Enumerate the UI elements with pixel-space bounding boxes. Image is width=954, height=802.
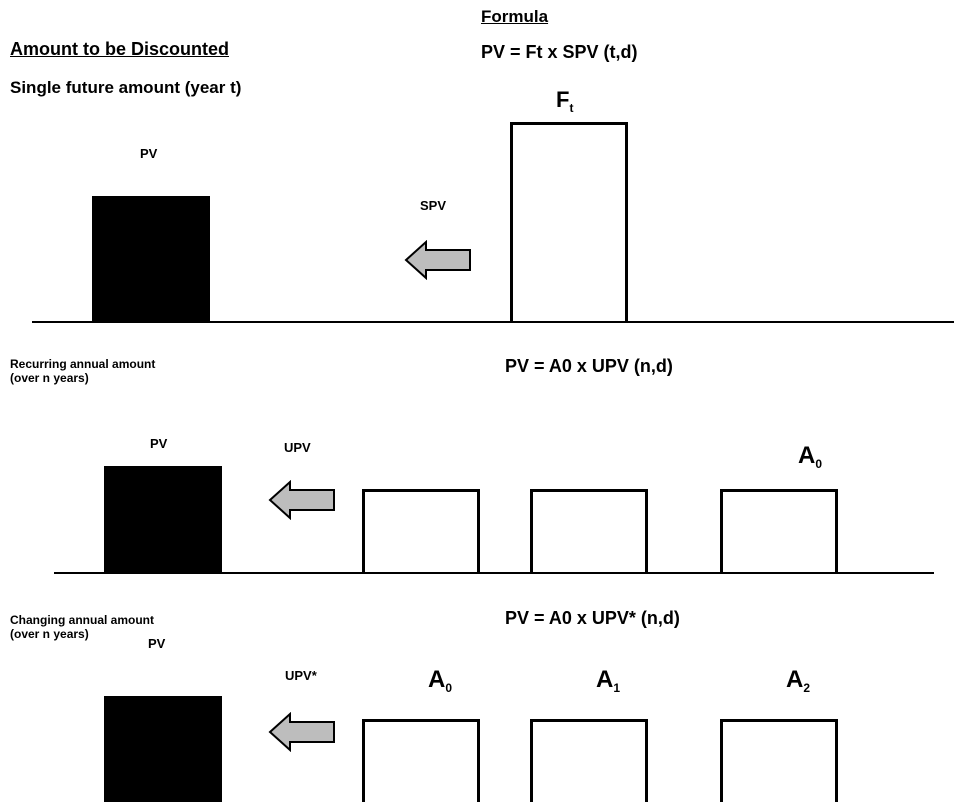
row2-label: Recurring annual amount (over n years) [10,357,155,385]
row2-left-arrow-icon [268,480,335,520]
row2-annual-box-1 [362,489,480,573]
row1-box-label-main: F [556,87,570,112]
row1-pv-label: PV [140,146,158,161]
row3-label-line2: (over n years) [10,627,89,641]
row1-factor-label: SPV [420,198,447,213]
row1-formula: PV = Ft x SPV (t,d) [481,42,638,62]
row3-annual-box-2 [530,719,648,802]
row3-box-label-3: A2 [786,666,810,695]
row3-pv-label: PV [148,636,166,651]
row3-box-label-1: A0 [428,666,452,695]
row3-box-label-2-sub: 1 [613,681,621,695]
row3-box-label-2: A1 [596,666,620,695]
row3-annual-box-3 [720,719,838,802]
row3-box-label-3-main: A [786,666,804,693]
row2-factor-label: UPV [284,440,311,455]
row3-left-arrow-icon [268,712,335,752]
row3-box-label-2-main: A [596,666,614,693]
row3-formula: PV = A0 x UPV* (n,d) [505,608,680,628]
row1-baseline [32,321,954,323]
row2-annual-box-2 [530,489,648,573]
row1-left-arrow-icon [404,240,471,280]
row3-factor-label: UPV* [285,668,317,683]
row3-box-label-3-sub: 2 [803,681,811,695]
row2-box-label-main: A [798,442,816,469]
row2-pv-label: PV [150,436,168,451]
formula-heading: Formula [481,7,549,26]
row3-annual-box-1 [362,719,480,802]
row2-annual-box-3 [720,489,838,573]
row3-label-line1: Changing annual amount [10,613,154,627]
row2-box-label: A0 [798,442,822,471]
row3-pv-block [104,696,222,802]
row3-label: Changing annual amount (over n years) [10,613,154,641]
row2-label-line2: (over n years) [10,371,89,385]
row3-box-label-1-sub: 0 [445,681,453,695]
row2-label-line1: Recurring annual amount [10,357,156,371]
row1-label: Single future amount (year t) [10,78,242,97]
amount-heading: Amount to be Discounted [10,39,229,59]
row2-baseline [54,572,934,574]
row1-box-label-sub: t [569,101,574,115]
row2-formula: PV = A0 x UPV (n,d) [505,356,673,376]
row1-pv-block [92,196,210,322]
row1-future-amount-box [510,122,628,322]
row3-box-label-1-main: A [428,666,446,693]
row2-pv-block [104,466,222,573]
row1-box-label: Ft [556,87,573,115]
row2-box-label-sub: 0 [815,457,823,471]
